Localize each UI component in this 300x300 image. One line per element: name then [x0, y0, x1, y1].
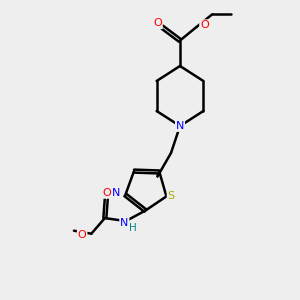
Text: O: O [78, 230, 86, 240]
Text: O: O [200, 20, 209, 30]
Text: N: N [112, 188, 121, 199]
Text: S: S [168, 191, 175, 201]
Text: O: O [153, 18, 162, 28]
Text: N: N [176, 121, 184, 131]
Text: N: N [120, 218, 128, 229]
Text: O: O [102, 188, 111, 198]
Text: H: H [129, 223, 136, 233]
